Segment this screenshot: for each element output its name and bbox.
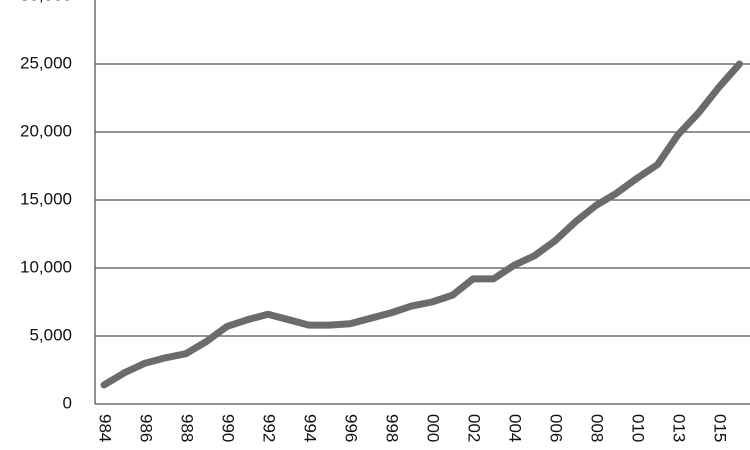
- x-tick-label: 998: [383, 414, 402, 442]
- x-tick-label: 008: [588, 414, 607, 442]
- x-tick-label: 013: [670, 414, 689, 442]
- x-tick-label: 984: [96, 414, 115, 442]
- x-tick-label: 010: [629, 414, 648, 442]
- data-line: [100, 60, 743, 389]
- y-tick-label: 10,000: [20, 257, 72, 276]
- x-tick-label: 006: [547, 414, 566, 442]
- y-tick-label: 0: [63, 393, 72, 412]
- x-tick-label: 994: [301, 414, 320, 442]
- x-tick-label: 000: [424, 414, 443, 442]
- x-tick-label: 992: [260, 414, 279, 442]
- y-tick-label: 5,000: [29, 325, 72, 344]
- x-tick-label: 015: [711, 414, 730, 442]
- y-tick-label: 30,000: [20, 0, 72, 4]
- x-tick-label: 986: [137, 414, 156, 442]
- x-tick-label: 988: [178, 414, 197, 442]
- x-tick-label: 004: [506, 414, 525, 442]
- x-tick-label: 990: [219, 414, 238, 442]
- y-tick-label: 20,000: [20, 121, 72, 140]
- x-tick-label: 996: [342, 414, 361, 442]
- x-tick-label: 002: [465, 414, 484, 442]
- y-tick-label: 15,000: [20, 189, 72, 208]
- y-tick-label: 25,000: [20, 53, 72, 72]
